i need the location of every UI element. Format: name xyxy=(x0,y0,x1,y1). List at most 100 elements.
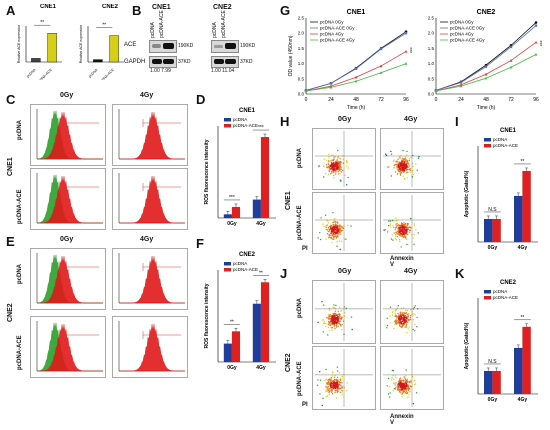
scatter-point xyxy=(335,304,337,307)
scatter-point xyxy=(338,166,340,168)
scatter-point xyxy=(409,169,412,171)
scatter-point xyxy=(335,173,337,175)
scatter-point xyxy=(409,316,411,319)
scatter-point xyxy=(333,386,335,388)
data-point xyxy=(354,75,358,79)
x-tick-label: 48 xyxy=(353,97,359,103)
scatter-point xyxy=(406,238,408,240)
significance-label: *** xyxy=(536,40,542,46)
scatter-point xyxy=(340,233,342,235)
blot-cne2-gapdh-band xyxy=(211,56,239,68)
ros-histogram xyxy=(112,168,188,230)
scatter-point xyxy=(414,323,416,326)
scatter-point xyxy=(400,385,403,387)
legend-label: pcDNA xyxy=(233,117,247,122)
scatter-point xyxy=(327,388,329,390)
data-point xyxy=(379,71,383,74)
data-point xyxy=(379,64,383,68)
scatter-point xyxy=(333,158,335,160)
scatter-point xyxy=(409,318,412,321)
scatter-point xyxy=(335,227,337,229)
scatter-point xyxy=(386,385,388,387)
scatter-point xyxy=(337,149,339,152)
x-tick-label: 4Gy xyxy=(518,245,528,251)
scatter-point xyxy=(332,233,334,235)
scatter-point xyxy=(403,319,405,321)
scatter-point xyxy=(412,313,414,315)
scatter-point xyxy=(394,229,396,231)
scatter-point xyxy=(328,236,330,239)
data-point xyxy=(509,59,513,62)
scatter-point xyxy=(395,319,397,322)
scatter-point xyxy=(401,166,403,168)
legend-label: pcDNA 4Gy xyxy=(320,32,344,37)
scatter-point xyxy=(335,160,337,163)
scatter-point xyxy=(331,389,333,391)
row-label-pcdna-ace: pcDNA-ACE xyxy=(297,205,303,240)
scatter-point xyxy=(393,220,395,222)
scatter-point xyxy=(399,311,401,313)
scatter-point xyxy=(397,226,400,228)
histogram-plot xyxy=(36,109,103,160)
legend-label: pcDNA-ACE xyxy=(493,143,518,148)
x-tick-label: 72 xyxy=(508,97,514,103)
scatter-point xyxy=(336,370,339,372)
scatter-point xyxy=(325,389,327,391)
series-line xyxy=(305,51,407,92)
scatter-point xyxy=(400,315,402,318)
scatter-point xyxy=(333,326,335,328)
scatter-point xyxy=(331,238,333,240)
scatter-point xyxy=(338,231,340,233)
scatter-point xyxy=(327,385,329,388)
scatter-point xyxy=(330,231,333,233)
scatter-point xyxy=(319,393,321,395)
scatter-point xyxy=(334,328,336,330)
scatter-point xyxy=(326,316,328,319)
scatter-point xyxy=(385,153,387,155)
blot-ratio-cne1: 1.00 7.99 xyxy=(150,68,171,74)
histogram-curve xyxy=(37,112,103,160)
y-tick-label: 2.0 xyxy=(298,31,305,36)
scatter-point xyxy=(407,384,410,386)
scatter-point xyxy=(336,245,338,247)
panel-g-chart: CNE1 0.0 0.5 1.0 1.5 2.0 2.5 0 24 48 72 96 Time (h) O… xyxy=(288,9,542,111)
scatter-point xyxy=(412,237,415,239)
scatter-point xyxy=(392,390,394,392)
scatter-point xyxy=(386,327,388,329)
scatter-point xyxy=(335,326,338,328)
scatter-point xyxy=(328,157,330,159)
y-tick-label: 0.0 xyxy=(298,92,305,97)
scatter-point xyxy=(405,311,407,314)
scatter-point xyxy=(400,162,403,164)
scatter-point xyxy=(334,228,336,231)
blot-ratio-cne2: 1.00 11.04 xyxy=(211,68,235,74)
scatter-point xyxy=(400,225,402,227)
legend-swatch xyxy=(484,296,491,300)
scatter-point xyxy=(407,396,409,398)
scatter-point xyxy=(339,313,341,315)
scatter-point xyxy=(401,389,404,391)
scatter-point xyxy=(405,325,408,327)
scatter-point xyxy=(401,311,403,313)
scatter-point xyxy=(332,228,334,230)
scatter-point xyxy=(332,223,334,226)
scatter-point xyxy=(330,224,333,227)
scatter-point xyxy=(402,229,404,232)
data-point xyxy=(484,76,488,80)
row-label-cne1: CNE1 xyxy=(285,191,292,210)
chart-title: CNE2 xyxy=(102,4,119,10)
legend-label: pcDNA-ACE xyxy=(233,267,258,272)
scatter-point xyxy=(337,170,339,173)
data-point xyxy=(534,52,538,56)
scatter-point xyxy=(328,166,330,168)
scatter-point xyxy=(329,318,331,320)
scatter-point xyxy=(395,377,397,379)
scatter-point xyxy=(338,388,340,390)
scatter-point xyxy=(402,226,404,229)
scatter-point xyxy=(401,395,403,398)
scatter-point xyxy=(331,375,333,377)
scatter-point xyxy=(397,170,400,172)
scatter-point xyxy=(401,387,403,389)
scatter-point xyxy=(406,243,408,246)
scatter-point xyxy=(336,316,339,319)
